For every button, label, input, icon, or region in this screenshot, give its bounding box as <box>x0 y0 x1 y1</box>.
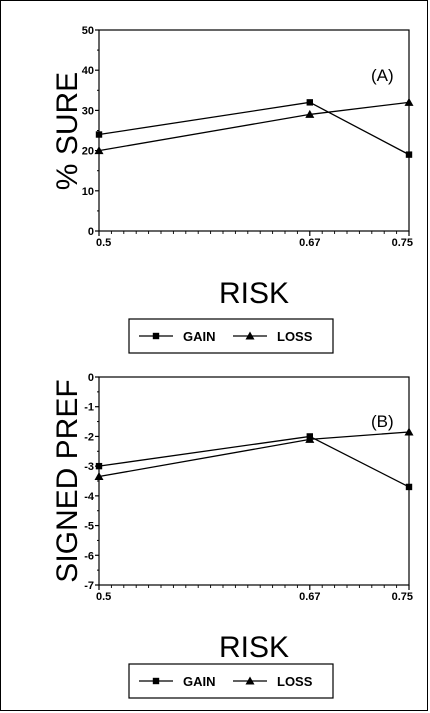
y-tick-label: -6 <box>84 550 94 562</box>
x-tick-label: 0.67 <box>299 591 320 603</box>
x-tick-label: 0.75 <box>392 591 413 603</box>
legend: GAIN LOSS <box>128 663 334 699</box>
series-loss <box>94 427 414 481</box>
y-tick-label: 20 <box>82 146 94 158</box>
y-tick-label: -7 <box>84 580 94 592</box>
loss-point <box>404 97 414 106</box>
y-tick-label: 50 <box>82 25 94 37</box>
panel-label: (B) <box>371 412 394 431</box>
y-tick-label: 40 <box>82 65 94 77</box>
gain-point <box>405 483 413 491</box>
legend-gain-label: GAIN <box>183 674 216 689</box>
legend-gain-marker <box>152 332 160 340</box>
legend: GAIN LOSS <box>128 318 334 354</box>
legend-gain-marker <box>152 677 160 685</box>
x-axis-title: RISK <box>219 277 289 310</box>
y-tick-label: -1 <box>84 402 94 414</box>
loss-point <box>94 146 104 155</box>
panel-b: 0 -1 -2 -3 -4 -5 -6 -70.5 0.67 0.75 (B) SIGNED PREF… <box>51 372 414 699</box>
series-gain <box>95 433 413 491</box>
legend-loss-marker <box>245 676 255 685</box>
gain-point <box>95 462 103 470</box>
gain-line <box>98 435 410 488</box>
series-loss <box>94 97 414 155</box>
x-tick-label: 0.67 <box>299 237 320 249</box>
loss-point <box>305 109 315 118</box>
gain-line <box>98 101 410 156</box>
legend-loss-label: LOSS <box>277 329 313 344</box>
legend-loss-label: LOSS <box>277 674 313 689</box>
gain-point <box>306 99 313 106</box>
loss-line <box>98 431 410 478</box>
loss-line <box>98 101 410 152</box>
loss-point <box>94 472 104 481</box>
panel-label: (A) <box>371 66 394 85</box>
y-tick-label: 0 <box>88 372 94 384</box>
y-tick-label: 30 <box>82 105 94 117</box>
y-tick-label: 0 <box>88 226 94 238</box>
legend-loss-marker <box>245 331 255 340</box>
gain-point <box>405 151 413 158</box>
series-gain <box>95 99 413 158</box>
x-tick-label: 0.5 <box>96 591 111 603</box>
x-axis-title: RISK <box>219 631 289 664</box>
loss-point <box>305 434 315 443</box>
loss-point <box>404 427 414 436</box>
y-tick-label: -3 <box>84 461 94 473</box>
y-tick-label: -5 <box>84 521 94 533</box>
y-tick-label: -4 <box>84 491 95 503</box>
panel-a: 0 10 20 30 40 50 0.5 0.67 0.75 (A) % SURE RISK GAIN L… <box>51 25 414 354</box>
x-tick-label: 0.5 <box>96 237 111 249</box>
y-axis-title: SIGNED PREF <box>51 379 84 582</box>
gain-point <box>95 131 103 138</box>
legend-gain-label: GAIN <box>183 329 216 344</box>
x-tick-label: 0.75 <box>392 237 413 249</box>
plot-frame <box>98 376 410 586</box>
y-tick-label: -2 <box>84 431 94 443</box>
y-axis-title: % SURE <box>51 72 84 190</box>
y-tick-label: 10 <box>82 186 94 198</box>
